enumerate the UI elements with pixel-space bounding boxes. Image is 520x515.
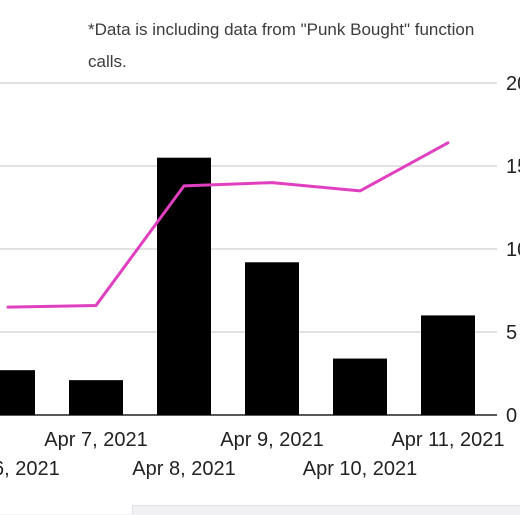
x-tick-label: Apr 7, 2021: [44, 429, 147, 451]
x-tick-label: Apr 6, 2021: [0, 458, 60, 480]
y-tick-label: 20: [506, 73, 520, 95]
x-tick-label: Apr 9, 2021: [220, 429, 323, 451]
bar-Apr 7, 2021: [69, 380, 123, 415]
x-tick-label: Apr 10, 2021: [303, 458, 418, 480]
y-tick-label: 10: [506, 239, 520, 261]
bar-Apr 8, 2021: [157, 157, 211, 415]
bar-Apr 11, 2021: [421, 315, 475, 415]
line-path: [6, 141, 450, 309]
bar-Apr 10, 2021: [333, 358, 387, 415]
y-tick-label: 5: [506, 322, 517, 344]
bottom-panel-bar: [0, 505, 520, 515]
x-axis-ticks: Apr 6, 2021 Apr 7, 2021 Apr 8, 2021 Apr 9, …: [0, 429, 505, 480]
bottom-panel-tab[interactable]: [0, 505, 133, 514]
chart-footnote: *Data is including data from "Punk Bough…: [88, 20, 475, 71]
x-tick-label: Apr 11, 2021: [391, 429, 504, 451]
bar-series: [0, 157, 475, 415]
x-tick-label: Apr 8, 2021: [132, 458, 235, 480]
y-axis-ticks: 0 5 10 15 20: [506, 73, 520, 427]
bar-Apr 9, 2021: [245, 262, 299, 415]
line-series: [6, 141, 450, 309]
y-tick-label: 15: [506, 156, 520, 178]
bar-Apr 6, 2021: [0, 370, 35, 415]
y-tick-label: 0: [506, 405, 517, 427]
